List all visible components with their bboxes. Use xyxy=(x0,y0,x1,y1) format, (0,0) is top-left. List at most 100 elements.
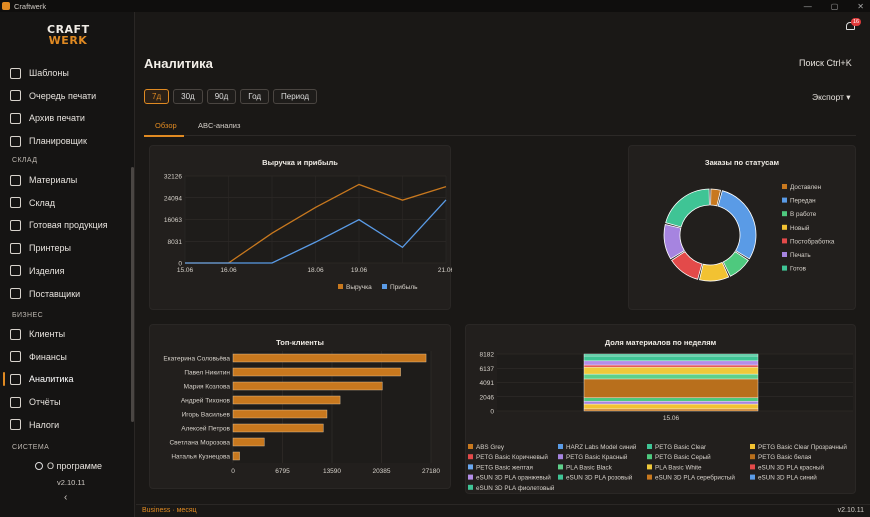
sidebar-item-0-2[interactable]: Архив печати xyxy=(10,109,130,127)
pie-slice-4 xyxy=(671,251,703,280)
legend-swatch xyxy=(558,464,563,470)
sidebar-item-1-3[interactable]: Принтеры xyxy=(10,239,130,257)
legend-label: eSUN 3D PLA красный xyxy=(758,463,825,471)
legend-swatch xyxy=(558,444,563,449)
period-custom-button[interactable]: Период xyxy=(273,89,318,104)
bar-7 xyxy=(232,451,240,461)
legend-swatch xyxy=(782,238,787,244)
revenue-chart: 0 8031 16063 24094 32126 15.06 16.06 18.06 19.06… xyxy=(164,174,452,292)
sidebar-item-label: Налоги xyxy=(29,419,60,430)
minimize-button[interactable]: — xyxy=(803,1,812,11)
layers-icon xyxy=(10,67,21,79)
about-button[interactable]: О программе xyxy=(35,461,102,471)
maximize-button[interactable]: ▢ xyxy=(830,1,839,11)
legend-swatch xyxy=(782,184,787,189)
tab-bar: Обзор ABC-анализ xyxy=(144,118,856,136)
sidebar-item-2-4[interactable]: Налоги xyxy=(10,416,130,434)
category-label: Павел Никитин xyxy=(184,370,230,377)
stack-segment-12 xyxy=(583,360,759,366)
sidebar: CRAFT WERK Шаблоны Очередь печати Архив пе… xyxy=(0,12,135,517)
y-tick-label: 2046 xyxy=(480,394,495,401)
legend-swatch xyxy=(750,464,755,470)
sidebar-item-2-1[interactable]: Финансы xyxy=(10,348,130,366)
legend-label: ABS Grey xyxy=(476,444,505,451)
sidebar-scrollbar[interactable] xyxy=(131,167,134,422)
sidebar-item-1-1[interactable]: Склад xyxy=(10,194,130,212)
receipt-icon xyxy=(10,419,21,431)
window-controls: — ▢ ✕ xyxy=(804,0,864,12)
x-tick-label: 15.06 xyxy=(177,267,194,274)
notification-badge: 16 xyxy=(851,18,861,26)
sidebar-item-label: Клиенты xyxy=(29,329,66,339)
close-button[interactable]: ✕ xyxy=(857,1,864,11)
legend-label: Печать xyxy=(790,252,811,259)
x-tick-label: 13590 xyxy=(323,468,341,475)
sidebar-item-2-3[interactable]: Отчёты xyxy=(10,393,130,411)
legend-swatch xyxy=(558,454,563,460)
sidebar-item-2-2[interactable]: Аналитика xyxy=(3,370,130,388)
sidebar-item-label: Аналитика xyxy=(29,374,74,385)
sidebar-item-label: Шаблоны xyxy=(29,68,69,78)
profile-label[interactable]: Business · месяц xyxy=(142,507,197,514)
y-tick-label: 16063 xyxy=(164,217,182,224)
sidebar-item-2-0[interactable]: Клиенты xyxy=(10,325,130,343)
pie-slice-2 xyxy=(722,251,749,277)
bell-icon[interactable] xyxy=(845,20,857,32)
tab-overview[interactable]: Обзор xyxy=(155,121,177,130)
section-warehouse: СКЛАД xyxy=(12,157,38,164)
legend-label: PLA Basic Black xyxy=(566,464,613,471)
sidebar-item-label: Архив печати xyxy=(29,113,85,124)
sidebar-item-1-4[interactable]: Изделия xyxy=(10,262,130,280)
collapse-sidebar-button[interactable]: ‹ xyxy=(64,492,68,503)
tab-abc-analysis[interactable]: ABC-анализ xyxy=(198,121,241,130)
stack-segment-0 xyxy=(583,408,759,412)
legend-swatch xyxy=(558,474,563,480)
sidebar-item-1-5[interactable]: Поставщики xyxy=(10,285,130,303)
period-30d-button[interactable]: 30д xyxy=(173,89,203,104)
legend-swatch xyxy=(382,284,387,289)
legend-swatch xyxy=(338,284,343,289)
legend-label: PETG Basic Красный xyxy=(566,453,628,461)
materials-title: Доля материалов по неделям xyxy=(604,338,717,347)
legend-label: PETG Basic Clear Прозрачный xyxy=(758,443,847,451)
legend-label: PLA Basic White xyxy=(655,464,702,471)
active-tab-indicator xyxy=(144,135,184,137)
legend-swatch xyxy=(468,484,473,490)
stack-segment-6 xyxy=(583,397,759,402)
legend-label: Готов xyxy=(790,266,807,273)
search-button[interactable]: Поиск Ctrl+K xyxy=(799,58,852,68)
legend-swatch xyxy=(782,197,787,203)
category-label: Алексей Петров xyxy=(181,425,230,433)
stack-segment-13 xyxy=(583,355,759,362)
y-tick-label: 24094 xyxy=(164,195,182,202)
legend-label: eSUN 3D PLA фиолетовый xyxy=(476,484,555,492)
period-7d-button[interactable]: 7д xyxy=(144,89,170,104)
period-90d-button[interactable]: 90д xyxy=(206,89,237,104)
sidebar-item-1-0[interactable]: Материалы xyxy=(10,171,130,189)
legend-swatch xyxy=(782,211,787,217)
y-tick-label: 8182 xyxy=(480,352,495,359)
legend-swatch xyxy=(782,224,787,230)
sidebar-item-0-1[interactable]: Очередь печати xyxy=(10,87,130,105)
legend-swatch xyxy=(782,252,787,257)
stack-segment-16 xyxy=(583,353,759,357)
sidebar-item-0-0[interactable]: Шаблоны xyxy=(10,64,130,82)
period-year-button[interactable]: Год xyxy=(240,89,270,104)
wallet-icon xyxy=(10,351,21,363)
legend-label: PETG Basic Серый xyxy=(655,453,711,461)
export-dropdown[interactable]: Экспорт ▾ xyxy=(812,92,851,102)
y-tick-label: 8031 xyxy=(168,239,183,246)
stack-segment-3 xyxy=(583,403,759,410)
legend-swatch xyxy=(750,444,755,449)
sidebar-item-label: Отчёты xyxy=(29,397,61,408)
sidebar-item-1-2[interactable]: Готовая продукция xyxy=(10,216,130,234)
revenue-chart-card: Выручка и прибыль 0 8031 16063 24094 32126 15… xyxy=(149,145,452,310)
sidebar-item-label: Поставщики xyxy=(29,288,81,299)
sidebar-item-0-3[interactable]: Планировщик xyxy=(10,132,130,150)
materials-card: Доля материалов по неделям 0 2046 4091 6137… xyxy=(465,324,856,494)
bar-3 xyxy=(232,395,341,405)
x-tick-label: 19.06 xyxy=(351,267,368,274)
legend-label: PETG Basic Коричневый xyxy=(476,453,548,461)
legend-label: eSUN 3D PLA розовый xyxy=(566,474,633,482)
legend-swatch xyxy=(468,454,473,460)
